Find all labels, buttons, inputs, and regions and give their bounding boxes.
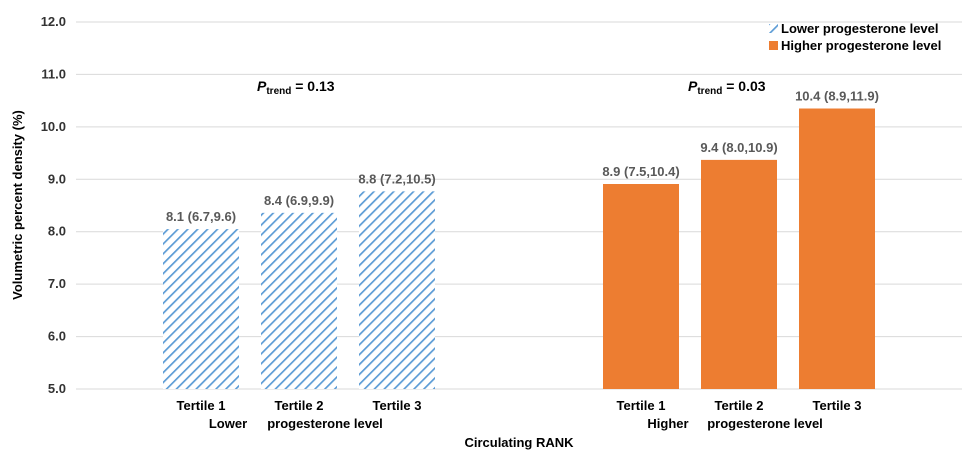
bar [163,229,239,389]
x-tick-label: Tertile 1 [617,398,666,413]
y-tick-label: 10.0 [41,119,66,134]
x-tick-label: Tertile 3 [813,398,862,413]
group-label: Higher [647,416,688,431]
group-label: progesterone level [707,416,823,431]
bar [603,184,679,389]
y-tick-label: 8.0 [48,224,66,239]
x-tick-label: Tertile 2 [715,398,764,413]
x-axis-categories: Tertile 1 Tertile 2 Tertile 3 Lower progeste… [177,398,862,431]
legend-swatch [769,41,778,50]
group-label: Lower [209,416,247,431]
legend: Lower progesterone level Higher progester… [769,21,941,53]
bar [359,191,435,389]
y-tick-label: 9.0 [48,171,66,186]
legend-swatch [769,24,778,33]
data-label: 10.4 (8.9,11.9) [795,89,879,104]
y-tick-label: 12.0 [41,14,66,29]
p-trend-annotations: Ptrend = 0.13 Ptrend = 0.03 [257,78,766,97]
legend-label: Lower progesterone level [781,21,939,36]
data-label: 8.8 (7.2,10.5) [358,171,435,186]
data-label: 8.4 (6.9,9.9) [264,193,334,208]
y-axis-ticks: 5.0 6.0 7.0 8.0 9.0 10.0 11.0 12.0 [41,14,66,396]
x-tick-label: Tertile 1 [177,398,226,413]
legend-label: Higher progesterone level [781,38,941,53]
bar [799,109,875,389]
p-trend-label: Ptrend = 0.03 [688,78,766,97]
y-tick-label: 5.0 [48,381,66,396]
data-label: 9.4 (8.0,10.9) [700,140,777,155]
data-label: 8.9 (7.5,10.4) [602,164,679,179]
group-label: progesterone level [267,416,383,431]
y-tick-label: 6.0 [48,329,66,344]
x-tick-label: Tertile 3 [373,398,422,413]
x-tick-label: Tertile 2 [275,398,324,413]
bar [701,160,777,389]
y-axis-title: Volumetric percent density (%) [10,110,25,300]
p-trend-label: Ptrend = 0.13 [257,78,335,97]
data-label: 8.1 (6.7,9.6) [166,209,236,224]
y-tick-label: 11.0 [41,66,66,81]
y-tick-label: 7.0 [48,276,66,291]
x-axis-title: Circulating RANK [464,435,574,450]
bar [261,213,337,389]
